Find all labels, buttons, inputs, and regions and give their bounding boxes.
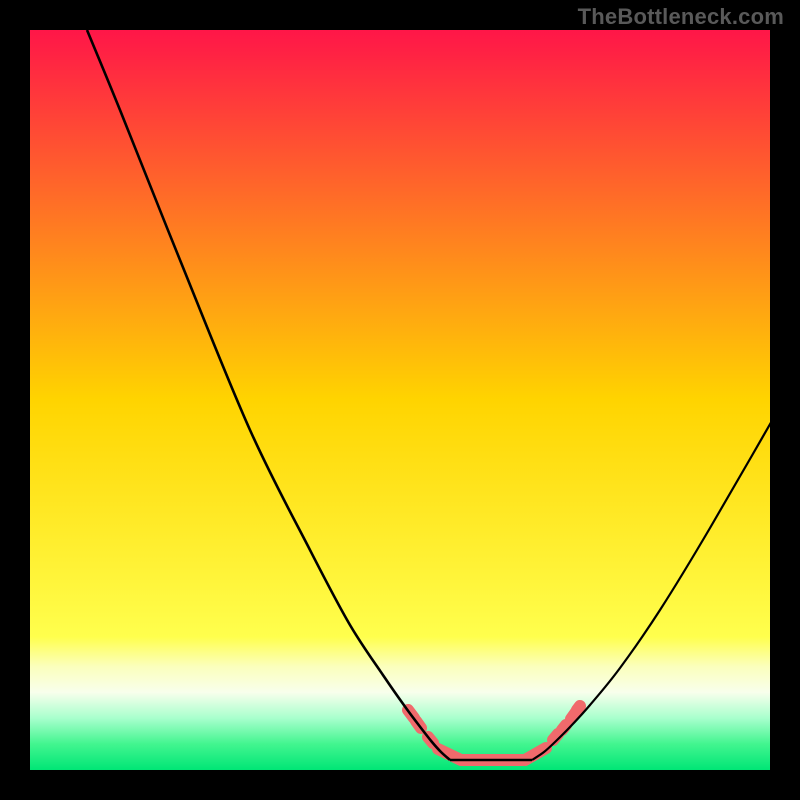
highlight-segment: [577, 706, 580, 710]
bottleneck-chart: [0, 0, 800, 800]
highlight-segment: [562, 725, 566, 730]
chart-frame: TheBottleneck.com: [0, 0, 800, 800]
plot-area-gradient: [30, 30, 770, 770]
